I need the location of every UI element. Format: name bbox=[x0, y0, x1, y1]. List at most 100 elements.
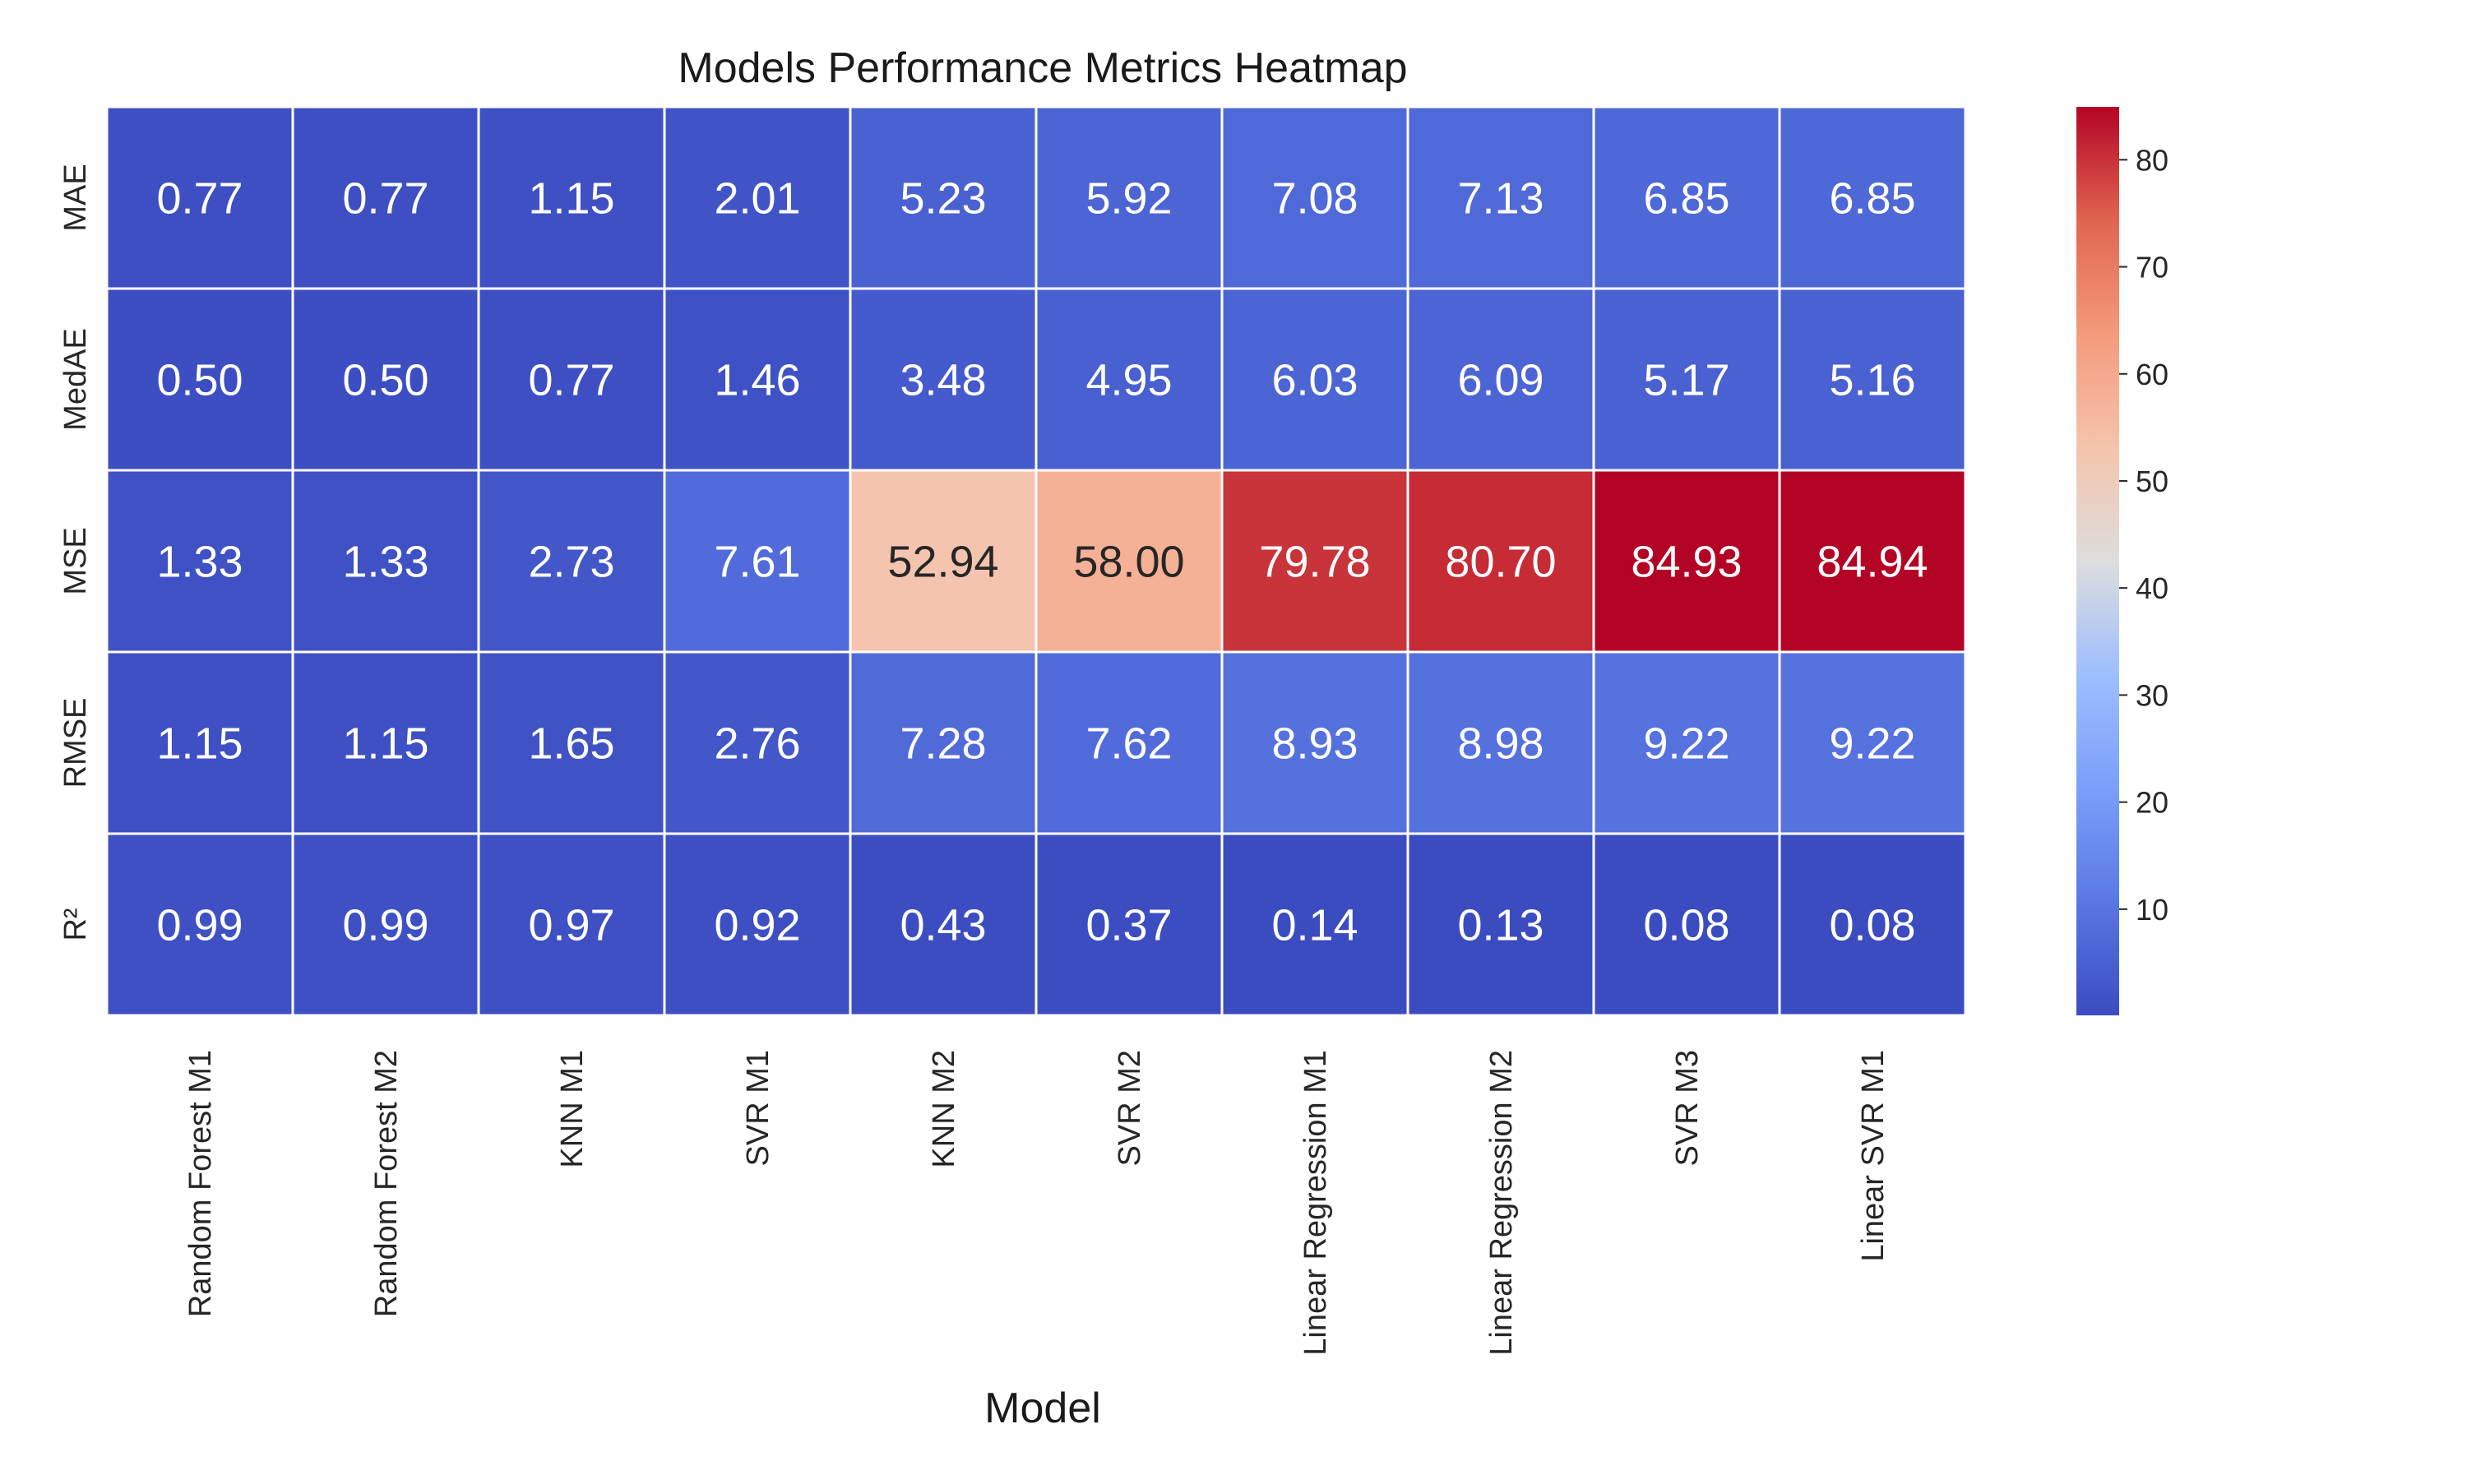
cell-value-label: 0.77 bbox=[342, 174, 428, 224]
heatmap-cell bbox=[1592, 650, 1781, 835]
cell-value-label: 5.17 bbox=[1643, 356, 1729, 405]
heatmap-cell bbox=[1034, 105, 1224, 290]
heatmap-cell bbox=[1220, 832, 1409, 1017]
heatmap-cell bbox=[1034, 832, 1224, 1017]
cell-value-label: 5.16 bbox=[1829, 356, 1915, 405]
x-tick-labels: Random Forest M1 Random Forest M2 KNN M1 SV… bbox=[183, 1050, 1891, 1356]
colorbar-tick-label: 30 bbox=[2136, 678, 2168, 712]
colorbar-ticks: 10 20 30 40 50 60 70 80 bbox=[2119, 143, 2168, 927]
cell-value-label: 2.76 bbox=[714, 719, 800, 769]
cell-value-label: 2.73 bbox=[528, 538, 614, 587]
heatmap-cell bbox=[1406, 650, 1595, 835]
colorbar-tick-label: 70 bbox=[2136, 251, 2168, 284]
heatmap-cell bbox=[1778, 287, 1967, 472]
cell-value-label: 8.93 bbox=[1271, 719, 1358, 769]
cell-value-label: 5.92 bbox=[1085, 174, 1172, 224]
cell-value-label: 0.99 bbox=[156, 901, 243, 950]
cell-value-label: 0.92 bbox=[714, 901, 800, 950]
x-tick-label: Linear Regression M2 bbox=[1484, 1050, 1519, 1356]
heatmap-cell bbox=[291, 287, 480, 472]
cell-value-label: 6.03 bbox=[1271, 356, 1358, 405]
heatmap-cell bbox=[105, 105, 294, 290]
cell-value-label: 6.09 bbox=[1457, 356, 1544, 405]
cell-value-label: 7.08 bbox=[1271, 174, 1358, 224]
cell-value-label: 0.08 bbox=[1829, 901, 1915, 950]
heatmap-cell bbox=[105, 832, 294, 1017]
x-tick-label: Linear SVR M1 bbox=[1856, 1050, 1891, 1262]
colorbar-tick-label: 40 bbox=[2136, 571, 2168, 605]
heatmap-cell bbox=[1406, 105, 1595, 290]
heatmap-cell bbox=[1220, 469, 1409, 654]
cell-value-label: 1.46 bbox=[714, 356, 800, 405]
heatmap-cell bbox=[477, 105, 666, 290]
cell-value-label: 80.70 bbox=[1445, 538, 1556, 587]
x-tick-label: KNN M1 bbox=[555, 1050, 590, 1168]
heatmap-cell bbox=[1592, 832, 1781, 1017]
cell-value-label: 0.50 bbox=[156, 356, 243, 405]
x-tick-label: KNN M2 bbox=[927, 1050, 961, 1168]
cell-value-label: 0.14 bbox=[1271, 901, 1358, 950]
cell-value-label: 3.48 bbox=[900, 356, 986, 405]
heatmap-cell bbox=[1406, 469, 1595, 654]
y-tick-label: MedAE bbox=[58, 328, 93, 431]
y-tick-label: MAE bbox=[58, 164, 93, 231]
colorbar-tick-label: 20 bbox=[2136, 786, 2168, 820]
heatmap-cell bbox=[1592, 287, 1781, 472]
cell-value-label: 4.95 bbox=[1085, 356, 1172, 405]
cell-value-label: 0.08 bbox=[1643, 901, 1729, 950]
cell-value-label: 58.00 bbox=[1073, 538, 1184, 587]
heatmap-cell bbox=[1406, 832, 1595, 1017]
cell-value-label: 8.98 bbox=[1457, 719, 1544, 769]
heatmap-cell bbox=[1778, 650, 1967, 835]
heatmap-cell bbox=[105, 469, 294, 654]
colorbar-tick-label: 60 bbox=[2136, 358, 2168, 391]
heatmap-cell bbox=[1406, 287, 1595, 472]
heatmap-cell bbox=[291, 832, 480, 1017]
cell-value-label: 9.22 bbox=[1829, 719, 1915, 769]
cell-value-label: 5.23 bbox=[900, 174, 986, 224]
chart-title: Models Performance Metrics Heatmap bbox=[678, 44, 1407, 92]
x-tick-label: SVR M2 bbox=[1113, 1050, 1147, 1166]
heatmap-cell bbox=[1592, 469, 1781, 654]
heatmap-cell bbox=[1034, 287, 1224, 472]
x-tick-label: Linear Regression M1 bbox=[1298, 1050, 1333, 1356]
cell-value-label: 7.62 bbox=[1085, 719, 1172, 769]
colorbar-tick-label: 80 bbox=[2136, 143, 2168, 177]
colorbar bbox=[2076, 107, 2119, 1015]
cell-value-label: 1.33 bbox=[156, 538, 243, 587]
cell-value-label: 1.15 bbox=[156, 719, 243, 769]
heatmap-cell bbox=[1034, 650, 1224, 835]
heatmap-cell bbox=[849, 469, 1038, 654]
cell-value-label: 84.94 bbox=[1817, 538, 1928, 587]
y-tick-label: R² bbox=[58, 908, 93, 941]
cell-value-label: 0.37 bbox=[1085, 901, 1172, 950]
y-tick-label: MSE bbox=[58, 527, 93, 594]
heatmap-cell bbox=[1220, 287, 1409, 472]
y-tick-labels: MAE MedAE MSE RMSE R² bbox=[58, 164, 93, 941]
heatmap-cell bbox=[105, 650, 294, 835]
heatmap-cell bbox=[477, 287, 666, 472]
colorbar-tick-label: 50 bbox=[2136, 465, 2168, 498]
heatmap-cell bbox=[477, 832, 666, 1017]
x-tick-label: SVR M1 bbox=[741, 1050, 775, 1166]
cell-value-label: 1.65 bbox=[528, 719, 614, 769]
cell-value-label: 79.78 bbox=[1259, 538, 1370, 587]
cell-value-label: 52.94 bbox=[887, 538, 998, 587]
heatmap-cell bbox=[849, 832, 1038, 1017]
cell-value-label: 1.15 bbox=[528, 174, 614, 224]
colorbar-tick-label: 10 bbox=[2136, 893, 2168, 927]
heatmap-cell bbox=[1778, 105, 1967, 290]
heatmap-cell bbox=[1778, 832, 1967, 1017]
cell-value-label: 7.61 bbox=[714, 538, 800, 587]
heatmap-value-labels: 0.77 0.77 1.15 2.01 5.23 5.92 7.08 7.13 6.85 6.85… bbox=[156, 174, 1928, 950]
x-axis-label: Model bbox=[984, 1385, 1101, 1432]
heatmap-cell bbox=[849, 650, 1038, 835]
cell-value-label: 0.50 bbox=[342, 356, 428, 405]
cell-value-label: 0.77 bbox=[156, 174, 243, 224]
x-tick-label: Random Forest M1 bbox=[183, 1050, 218, 1317]
cell-value-label: 1.15 bbox=[342, 719, 428, 769]
heatmap-cell bbox=[1778, 469, 1967, 654]
cell-value-label: 7.13 bbox=[1457, 174, 1544, 224]
cell-value-label: 1.33 bbox=[342, 538, 428, 587]
